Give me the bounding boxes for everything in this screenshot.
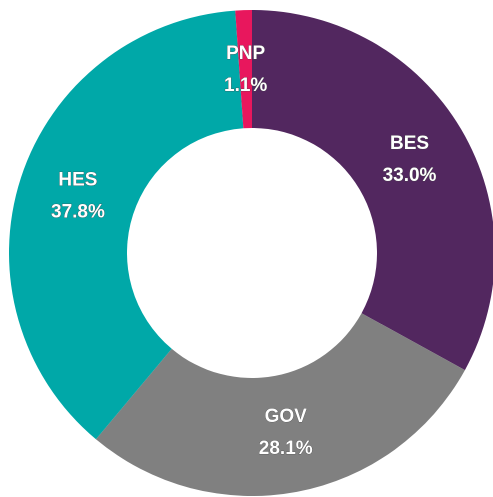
slice-value-label: 1.1% — [224, 75, 267, 96]
donut-slice — [8, 10, 244, 440]
slice-label: GOV — [265, 406, 308, 427]
donut-slice — [235, 10, 252, 129]
slice-value-label: 28.1% — [259, 438, 313, 459]
donut-slice — [252, 10, 493, 371]
slice-label: PNP — [226, 43, 265, 64]
slice-value-label: 37.8% — [51, 201, 105, 222]
slice-value-label: 33.0% — [383, 165, 437, 186]
slice-label: HES — [58, 169, 97, 190]
slice-label: BES — [390, 133, 429, 154]
donut-slice — [95, 313, 465, 496]
